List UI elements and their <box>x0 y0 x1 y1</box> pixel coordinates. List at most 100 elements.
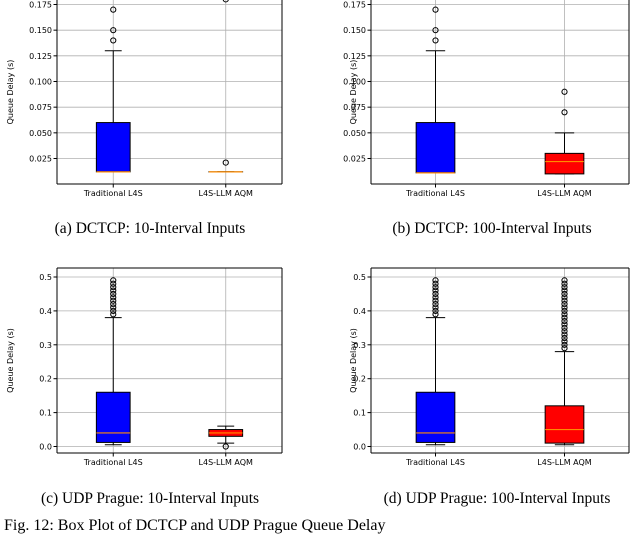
outlier-point <box>110 304 117 311</box>
y-axis-label: Queue Delay (s) <box>349 328 358 393</box>
outlier-point <box>110 27 117 34</box>
x-tick-label: L4S-LLM AQM <box>199 458 254 467</box>
outlier-point <box>561 331 568 338</box>
y-tick-label: 0.0 <box>39 443 52 452</box>
y-tick-label: 0.2 <box>353 375 366 384</box>
box-traditional-l4s <box>415 6 456 174</box>
outlier-point <box>432 301 439 308</box>
outlier-point <box>561 287 568 294</box>
outlier-point <box>432 287 439 294</box>
outlier-point <box>110 287 117 294</box>
x-tick-label: Traditional L4S <box>405 189 465 198</box>
y-tick-label: 0.4 <box>353 307 366 316</box>
box-body <box>95 122 131 173</box>
panel-caption: (b) DCTCP: 100-Interval Inputs <box>392 220 591 237</box>
outlier-point <box>432 280 439 287</box>
box-l4s-llm-aqm <box>208 0 244 173</box>
x-tick-label: L4S-LLM AQM <box>537 189 592 198</box>
axes-frame <box>370 267 630 454</box>
outlier-point <box>110 311 117 318</box>
outlier-point <box>222 159 229 166</box>
outlier-point <box>561 297 568 304</box>
axes-frame <box>370 0 630 185</box>
y-tick-label: 0.025 <box>29 155 52 164</box>
outlier-point <box>561 109 568 116</box>
y-axis-label: Queue Delay (s) <box>349 60 358 125</box>
y-tick-label: 0.125 <box>29 52 52 61</box>
y-tick-label: 0.025 <box>343 155 366 164</box>
box-l4s-llm-aqm <box>208 425 244 450</box>
outlier-point <box>110 290 117 298</box>
x-tick-label: L4S-LLM AQM <box>537 458 592 467</box>
boxes <box>415 277 585 446</box>
grid <box>57 0 282 184</box>
outlier-point <box>432 311 439 318</box>
y-tick-label: 0.075 <box>343 103 366 112</box>
outlier-point <box>110 37 117 44</box>
outlier-point <box>561 294 568 301</box>
outlier-point <box>432 277 439 284</box>
box-traditional-l4s <box>95 277 131 446</box>
boxes <box>415 6 585 175</box>
box-l4s-llm-aqm <box>544 277 585 446</box>
outlier-point <box>561 311 568 318</box>
panel-c: 0.0 0.1 0.2 0.3 0.4 0.5 Traditional L4S L4S-LLM… <box>6 267 283 507</box>
panel-b: 0.025 0.050 0.075 0.100 0.125 0.150 0.175 Tradi… <box>343 0 630 237</box>
outlier-point <box>432 284 439 291</box>
box-traditional-l4s <box>95 6 131 173</box>
outlier-point <box>432 294 439 301</box>
panel-d: 0.0 0.1 0.2 0.3 0.4 0.5 Traditional L4S L4S-LLM… <box>349 267 630 507</box>
outlier-point <box>561 334 568 342</box>
y-tick-label: 0.1 <box>39 409 52 418</box>
boxes <box>95 0 244 173</box>
y-axis-label: Queue Delay (s) <box>6 60 15 125</box>
box-body <box>95 391 131 443</box>
x-tick-label: Traditional L4S <box>405 458 465 467</box>
outlier-point <box>561 301 568 308</box>
outlier-point <box>110 6 117 13</box>
outlier-point <box>110 301 117 308</box>
outlier-point <box>561 284 568 291</box>
outlier-point <box>561 88 568 95</box>
y-tick-label: 0.150 <box>343 26 366 35</box>
grid <box>57 268 282 453</box>
outlier-point <box>561 314 568 321</box>
outlier-point <box>561 277 568 284</box>
box-body <box>415 391 456 443</box>
y-axis-label: Queue Delay (s) <box>6 328 15 393</box>
outlier-point <box>561 304 568 311</box>
outlier-point <box>561 328 568 335</box>
outlier-point <box>222 0 229 3</box>
grid <box>371 268 629 453</box>
outlier-point <box>561 307 568 314</box>
axes-frame <box>56 0 283 185</box>
y-tick-label: 0.050 <box>29 129 52 138</box>
outlier-point <box>432 304 439 311</box>
outlier-point <box>110 307 117 314</box>
y-tick-label: 0.075 <box>29 103 52 112</box>
box-body <box>415 122 456 174</box>
outlier-point <box>561 324 568 331</box>
y-tick-label: 0.100 <box>29 78 52 87</box>
outlier-point <box>432 6 439 13</box>
y-tick-label: 0.0 <box>353 443 366 452</box>
box-traditional-l4s <box>415 277 456 446</box>
outlier-point <box>432 297 439 304</box>
outlier-point <box>561 345 568 352</box>
y-tick-label: 0.5 <box>39 273 52 282</box>
y-tick-label: 0.3 <box>39 341 52 350</box>
y-tick-label: 0.1 <box>353 409 366 418</box>
panel-caption: (d) UDP Prague: 100-Interval Inputs <box>384 490 611 507</box>
axes-frame <box>56 267 283 454</box>
y-tick-label: 0.175 <box>343 1 366 10</box>
y-tick-label: 0.3 <box>353 341 366 350</box>
outlier-point <box>222 443 229 450</box>
outlier-point <box>110 280 117 287</box>
x-tick-label: Traditional L4S <box>83 458 143 467</box>
y-tick-label: 0.2 <box>39 375 52 384</box>
box-body <box>544 405 585 444</box>
box-l4s-llm-aqm <box>544 88 585 175</box>
panel-caption: (a) DCTCP: 10-Interval Inputs <box>55 220 246 237</box>
outlier-point <box>432 307 439 314</box>
